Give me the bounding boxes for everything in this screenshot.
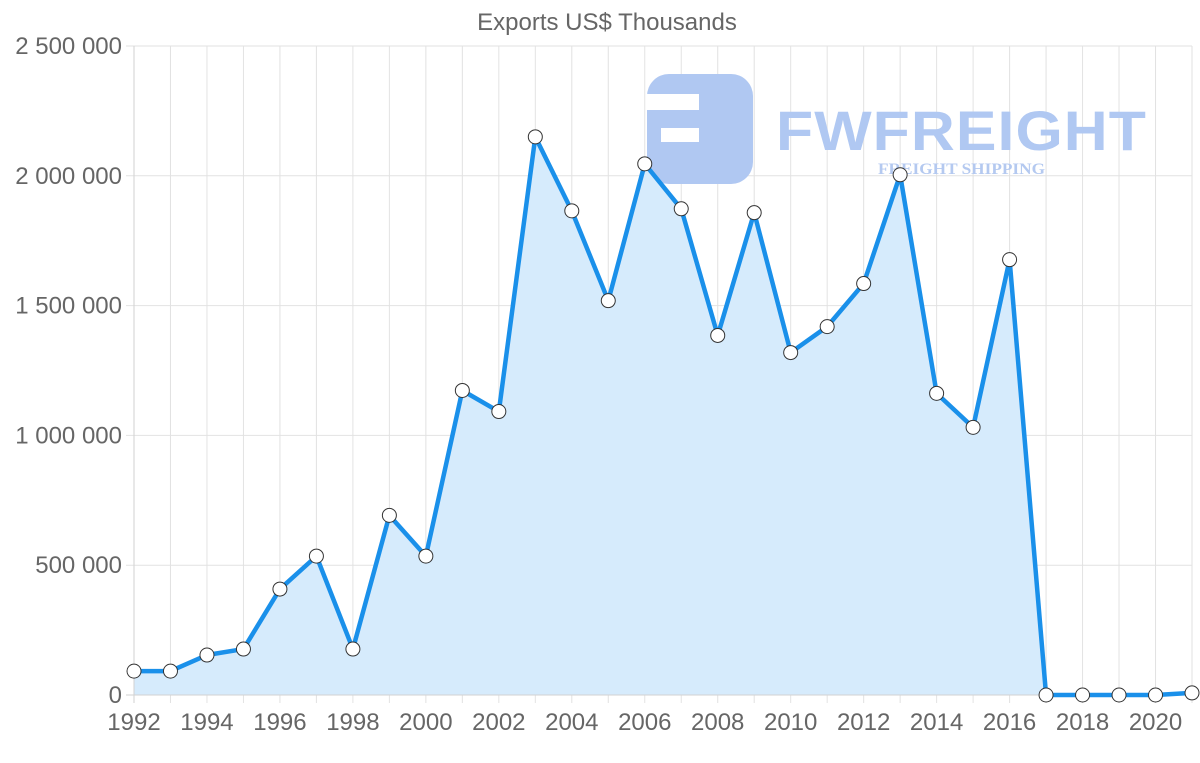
data-point[interactable]	[1038, 687, 1054, 703]
x-tick-label: 1996	[253, 709, 306, 736]
data-point[interactable]	[1111, 687, 1127, 703]
y-tick-label: 500 000	[35, 552, 122, 579]
data-point[interactable]	[126, 663, 142, 679]
data-point[interactable]	[345, 641, 361, 657]
data-point[interactable]	[308, 548, 324, 564]
data-point[interactable]	[710, 327, 726, 343]
data-point[interactable]	[929, 385, 945, 401]
data-point[interactable]	[600, 293, 616, 309]
data-point[interactable]	[418, 548, 434, 564]
axes	[126, 46, 1192, 703]
data-point[interactable]	[527, 129, 543, 145]
watermark-brand: FWFREIGHT	[776, 99, 1147, 162]
data-point[interactable]	[199, 647, 215, 663]
data-point[interactable]	[673, 201, 689, 217]
data-point[interactable]	[162, 663, 178, 679]
x-tick-label: 1992	[107, 709, 160, 736]
data-line	[131, 134, 1195, 698]
x-tick-label: 2018	[1056, 709, 1109, 736]
data-point[interactable]	[783, 345, 799, 361]
data-point[interactable]	[454, 382, 470, 398]
watermark-tagline: FREIGHT SHIPPING	[878, 161, 1046, 178]
x-tick-label: 2010	[764, 709, 817, 736]
data-area	[134, 136, 1192, 696]
y-tick-label: 0	[109, 682, 122, 709]
x-tick-label: 2012	[837, 709, 890, 736]
data-point[interactable]	[965, 419, 981, 435]
x-tick-label: 2016	[983, 709, 1036, 736]
y-tick-label: 2 500 000	[15, 33, 122, 60]
y-tick-label: 1 500 000	[15, 293, 122, 320]
x-tick-label: 2002	[472, 709, 525, 736]
data-point[interactable]	[856, 276, 872, 292]
y-tick-label: 1 000 000	[15, 422, 122, 449]
data-points	[126, 129, 1200, 703]
data-point[interactable]	[819, 319, 835, 335]
x-tick-label: 2006	[618, 709, 671, 736]
x-tick-label: 2014	[910, 709, 963, 736]
data-point[interactable]	[1002, 252, 1018, 268]
data-point[interactable]	[892, 167, 908, 183]
x-axis-ticks: 1992 1994 1996 1998 2000 2002 2004 2006 2008 2010…	[107, 709, 1182, 736]
x-tick-label: 2004	[545, 709, 598, 736]
data-point[interactable]	[1148, 687, 1164, 703]
data-point[interactable]	[272, 581, 288, 597]
y-axis-ticks: 0 500 000 1 000 000 1 500 000 2 000 000 2 500…	[15, 33, 122, 709]
data-point[interactable]	[564, 203, 580, 219]
area-fill	[134, 136, 1192, 696]
data-point[interactable]	[637, 156, 653, 172]
fwfreight-logo-icon	[647, 74, 753, 184]
data-point[interactable]	[1075, 687, 1091, 703]
data-point[interactable]	[1184, 685, 1200, 701]
x-tick-label: 1994	[180, 709, 233, 736]
x-tick-label: 1998	[326, 709, 379, 736]
series-line	[131, 134, 1195, 698]
data-point[interactable]	[381, 507, 397, 523]
x-tick-label: 2000	[399, 709, 452, 736]
x-tick-label: 2020	[1129, 709, 1182, 736]
data-point[interactable]	[491, 404, 507, 420]
x-tick-label: 2008	[691, 709, 744, 736]
data-point[interactable]	[746, 205, 762, 221]
data-point[interactable]	[235, 641, 251, 657]
watermark-logo: FWFREIGHT FREIGHT SHIPPING	[647, 74, 1147, 184]
chart-title: Exports US$ Thousands	[477, 9, 737, 36]
y-tick-label: 2 000 000	[15, 163, 122, 190]
